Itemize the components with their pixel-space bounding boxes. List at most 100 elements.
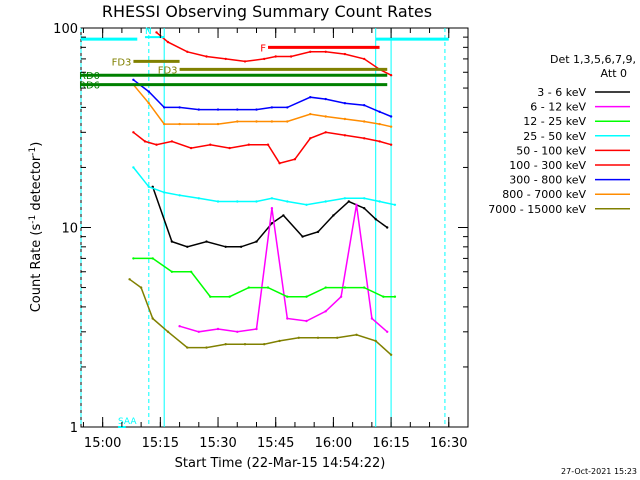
series-4-point-9 xyxy=(278,162,281,165)
series-2-point-2 xyxy=(170,270,174,273)
series-4-point-3 xyxy=(170,140,174,143)
series-0-point-2 xyxy=(186,245,189,248)
series-8-point-3 xyxy=(166,330,170,333)
series-7-point-7 xyxy=(255,120,258,123)
series-4-point-0 xyxy=(132,131,135,134)
series-5-point-11 xyxy=(343,52,347,56)
series-line-6 xyxy=(132,79,392,118)
series-6-point-14 xyxy=(378,110,381,114)
series-5-point-6 xyxy=(263,57,266,61)
series-8-point-9 xyxy=(278,339,281,343)
series-5-point-4 xyxy=(224,57,227,61)
series-1-point-4 xyxy=(255,327,258,331)
x-axis-label: Start Time (22-Mar-15 14:54:22) xyxy=(175,456,386,471)
series-2-point-13 xyxy=(382,295,385,298)
series-3-point-12 xyxy=(343,197,347,200)
x-tick-label-0: 15:00 xyxy=(84,436,121,451)
series-2-point-8 xyxy=(286,295,289,298)
series-3-point-11 xyxy=(324,200,327,203)
series-4-point-2 xyxy=(155,143,158,146)
series-6-point-11 xyxy=(324,97,327,101)
flag-label-0: F xyxy=(260,43,266,54)
series-5-point-12 xyxy=(363,57,366,61)
legend-label-7: 800 - 7000 keV xyxy=(502,188,586,201)
series-7-point-8 xyxy=(270,120,274,123)
series-7-point-6 xyxy=(236,120,239,123)
series-3-point-5 xyxy=(216,200,220,203)
legend-label-2: 12 - 25 keV xyxy=(523,115,586,128)
y-tick-label-0: 1 xyxy=(70,421,78,436)
series-8-point-1 xyxy=(139,286,143,289)
series-6-point-7 xyxy=(255,108,258,111)
y-axis-label: Count Rate (s-1 detector-1) xyxy=(28,142,44,313)
series-8-point-6 xyxy=(224,343,227,346)
series-3-point-3 xyxy=(178,194,181,197)
series-5-point-14 xyxy=(389,74,393,77)
series-6-point-15 xyxy=(389,115,393,118)
series-3-point-0 xyxy=(132,166,135,169)
series-4-point-4 xyxy=(189,146,193,150)
series-6-point-12 xyxy=(343,102,347,105)
flag-label-3: RD0 xyxy=(79,71,100,82)
series-7-point-11 xyxy=(324,115,327,118)
series-8-point-4 xyxy=(186,346,189,349)
series-6-point-1 xyxy=(147,90,150,93)
series-8-point-2 xyxy=(151,317,154,320)
legend-label-5: 100 - 300 keV xyxy=(509,159,586,172)
legend: Det 1,3,5,6,7,9, Att 0 3 - 6 keV 6 - 12 k… xyxy=(488,53,636,216)
series-4-point-14 xyxy=(363,137,366,140)
series-4-point-13 xyxy=(343,134,347,137)
series-8-point-0 xyxy=(128,278,131,281)
series-5-point-1 xyxy=(166,40,170,44)
series-1-point-7 xyxy=(305,319,308,323)
series-8-point-7 xyxy=(243,343,247,346)
series-6-point-3 xyxy=(178,106,181,109)
chart-title: RHESSI Observing Summary Count Rates xyxy=(102,2,432,21)
y-tick-label-2: 100 xyxy=(53,22,78,37)
timestamp: 27-Oct-2021 15:23 xyxy=(561,467,637,476)
series-8-point-11 xyxy=(316,336,320,339)
legend-label-0: 3 - 6 keV xyxy=(537,86,586,99)
series-1-point-3 xyxy=(236,330,239,333)
series-line-8 xyxy=(129,278,392,356)
series-3-point-6 xyxy=(236,200,239,203)
series-2-point-4 xyxy=(209,295,212,298)
series-7-point-5 xyxy=(216,122,220,126)
x-tick-label-1: 15:15 xyxy=(142,436,179,451)
series-8-point-8 xyxy=(263,343,266,346)
series-8-point-10 xyxy=(297,336,300,339)
series-0-point-13 xyxy=(363,207,366,210)
series-1-point-12 xyxy=(386,330,389,333)
series-0-point-1 xyxy=(170,240,174,243)
series-3-point-13 xyxy=(363,197,366,200)
series-7-point-9 xyxy=(286,120,289,123)
series-3-point-9 xyxy=(286,200,289,203)
series-2-point-14 xyxy=(393,295,397,298)
series-6-point-10 xyxy=(309,96,312,99)
series-7-point-4 xyxy=(197,122,200,126)
series-1-point-6 xyxy=(286,317,289,320)
series-7-point-10 xyxy=(309,112,312,116)
series-7-point-3 xyxy=(178,122,181,126)
series-4-point-12 xyxy=(324,131,327,134)
series-2-point-0 xyxy=(132,257,135,260)
series-4-point-8 xyxy=(266,143,270,146)
series-line-3 xyxy=(132,166,396,206)
series-line-7 xyxy=(132,84,392,128)
series-3-point-14 xyxy=(378,200,381,203)
series-5-point-0 xyxy=(155,31,158,34)
flag-label-4: RD6 xyxy=(79,81,100,92)
series-0-point-14 xyxy=(374,218,377,221)
series-7-point-12 xyxy=(343,117,347,121)
legend-subtitle: Att 0 xyxy=(601,67,627,80)
series-6-point-5 xyxy=(216,108,220,111)
series-5-point-8 xyxy=(289,55,293,58)
series-3-point-2 xyxy=(163,191,166,194)
x-tick-label-3: 15:45 xyxy=(257,436,294,451)
series-7-point-15 xyxy=(389,125,393,128)
series-4-point-11 xyxy=(309,137,312,140)
series-1-point-9 xyxy=(339,295,343,298)
series-2-point-7 xyxy=(266,286,270,289)
series-4-point-5 xyxy=(209,143,212,146)
series-0-point-6 xyxy=(255,240,258,243)
